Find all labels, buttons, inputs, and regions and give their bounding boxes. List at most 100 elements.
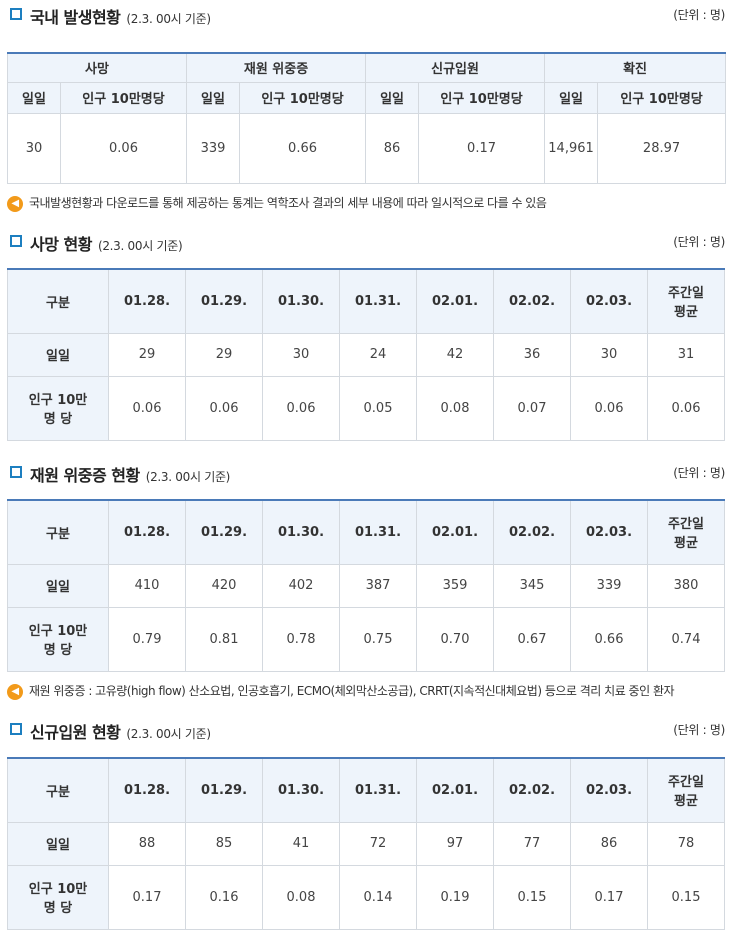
value-cell: 42 (416, 332, 494, 377)
value-cell: 0.07 (493, 375, 571, 441)
summary-table: 사망 재원 위중증 신규입원 확진 일일 인구 10만명당 일일 인구 10만명… (6, 52, 727, 184)
speaker-icon: ◀ (7, 683, 23, 700)
admissions-table: 구분 01.28. 01.29. 01.30. 01.31. 02.01. 02… (7, 757, 725, 930)
square-bullet-icon (10, 466, 22, 478)
value-cell: 88 (108, 821, 186, 866)
section-title: 신규입원 현황 (2.3. 00시 기준) (30, 723, 211, 742)
unit-label: (단위 : 명) (673, 235, 725, 249)
col-header: 구분 (7, 268, 109, 334)
value-cell: 359 (416, 563, 494, 608)
value-cell: 30 (570, 332, 648, 377)
value-cell: 402 (262, 563, 340, 608)
value-cell: 0.75 (339, 606, 417, 672)
section-date: (2.3. 00시 기준) (97, 239, 183, 253)
value-cell: 0.81 (185, 606, 263, 672)
summary-section: 국내 발생현황 (2.3. 00시 기준) (단위 : 명) (0, 4, 731, 27)
value-cell: 0.66 (239, 112, 367, 184)
value-cell: 30 (7, 112, 61, 184)
value-cell: 0.08 (416, 375, 494, 441)
section-date: (2.3. 00시 기준) (126, 727, 211, 741)
value-cell: 410 (108, 563, 186, 608)
note: ◀ 국내발생현황과 다운로드를 통해 제공하는 통계는 역학조사 결과의 세부 내… (7, 194, 547, 212)
value-cell: 0.66 (570, 606, 648, 672)
value-cell: 387 (339, 563, 417, 608)
group-header: 재원 위중증 (186, 52, 367, 83)
date-header: 01.28. (108, 757, 186, 823)
group-header: 신규입원 (365, 52, 546, 83)
date-header: 02.02. (493, 757, 571, 823)
deaths-title-row: 사망 현황 (2.3. 00시 기준) (단위 : 명) (0, 231, 731, 254)
value-cell: 77 (493, 821, 571, 866)
value-cell: 0.06 (647, 375, 725, 441)
date-header: 02.01. (416, 268, 494, 334)
deaths-table: 구분 01.28. 01.29. 01.30. 01.31. 02.01. 02… (7, 268, 725, 441)
group-header: 사망 (6, 52, 188, 83)
value-cell: 30 (262, 332, 340, 377)
value-cell: 0.06 (59, 112, 188, 184)
value-cell: 0.06 (262, 375, 340, 441)
date-header: 02.02. (493, 499, 571, 565)
value-cell: 0.14 (339, 864, 417, 930)
value-cell: 420 (185, 563, 263, 608)
value-cell: 31 (647, 332, 725, 377)
col-header: 일일 (544, 81, 599, 114)
value-cell: 0.06 (570, 375, 648, 441)
value-cell: 0.06 (185, 375, 263, 441)
value-cell: 29 (108, 332, 186, 377)
value-cell: 0.17 (418, 112, 546, 184)
value-cell: 24 (339, 332, 417, 377)
date-header: 01.30. (262, 499, 340, 565)
note-text: 국내발생현황과 다운로드를 통해 제공하는 통계는 역학조사 결과의 세부 내용… (29, 196, 547, 210)
value-cell: 0.78 (262, 606, 340, 672)
date-header: 01.31. (339, 499, 417, 565)
unit-label: (단위 : 명) (673, 466, 725, 480)
value-cell: 29 (185, 332, 263, 377)
section-date: (2.3. 00시 기준) (145, 470, 231, 484)
group-header: 확진 (544, 52, 727, 83)
section-title: 국내 발생현황 (2.3. 00시 기준) (30, 8, 211, 27)
date-header: 02.03. (570, 268, 648, 334)
avg-header: 주간일 평균 (647, 757, 725, 823)
note-text: 재원 위중증 : 고유량(high flow) 산소요법, 인공호흡기, ECM… (29, 684, 675, 698)
value-cell: 97 (416, 821, 494, 866)
col-header: 인구 10만명당 (59, 81, 188, 114)
value-cell: 339 (570, 563, 648, 608)
unit-label: (단위 : 명) (673, 723, 725, 737)
value-cell: 0.17 (108, 864, 186, 930)
value-cell: 0.19 (416, 864, 494, 930)
row-label: 일일 (7, 563, 109, 608)
value-cell: 78 (647, 821, 725, 866)
unit-label: (단위 : 명) (673, 8, 725, 22)
date-header: 01.31. (339, 757, 417, 823)
severe-section: 재원 위중증 현황 (2.3. 00시 기준) (단위 : 명) (0, 462, 731, 485)
col-header: 인구 10만명당 (418, 81, 546, 114)
date-header: 01.30. (262, 268, 340, 334)
value-cell: 36 (493, 332, 571, 377)
severe-table: 구분 01.28. 01.29. 01.30. 01.31. 02.01. 02… (7, 499, 725, 672)
summary-title-row: 국내 발생현황 (2.3. 00시 기준) (단위 : 명) (0, 4, 731, 27)
square-bullet-icon (10, 8, 22, 20)
section-title: 사망 현황 (2.3. 00시 기준) (30, 235, 183, 254)
value-cell: 339 (186, 112, 241, 184)
value-cell: 86 (365, 112, 420, 184)
date-header: 01.29. (185, 268, 263, 334)
square-bullet-icon (10, 235, 22, 247)
col-header: 인구 10만명당 (239, 81, 367, 114)
date-header: 01.31. (339, 268, 417, 334)
col-header: 일일 (365, 81, 420, 114)
note: ◀ 재원 위중증 : 고유량(high flow) 산소요법, 인공호흡기, EC… (7, 682, 675, 700)
value-cell: 0.70 (416, 606, 494, 672)
value-cell: 0.74 (647, 606, 725, 672)
row-label: 인구 10만 명 당 (7, 864, 109, 930)
row-label: 일일 (7, 821, 109, 866)
value-cell: 72 (339, 821, 417, 866)
col-header: 일일 (186, 81, 241, 114)
value-cell: 0.16 (185, 864, 263, 930)
section-title: 재원 위중증 현황 (2.3. 00시 기준) (30, 466, 231, 485)
avg-header: 주간일 평균 (647, 499, 725, 565)
value-cell: 345 (493, 563, 571, 608)
admissions-section: 신규입원 현황 (2.3. 00시 기준) (단위 : 명) (0, 719, 731, 742)
date-header: 01.29. (185, 499, 263, 565)
value-cell: 85 (185, 821, 263, 866)
date-header: 02.03. (570, 757, 648, 823)
